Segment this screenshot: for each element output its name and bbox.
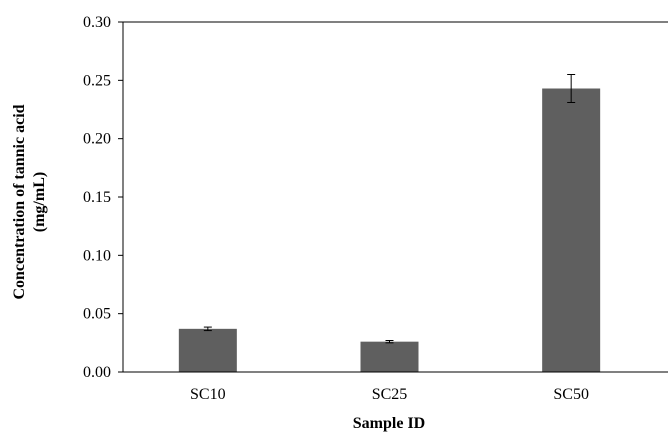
y-tick-label: 0.05: [83, 306, 111, 323]
x-tick-label: SC25: [372, 386, 408, 403]
bar-sc10: [178, 328, 237, 372]
x-tick-label: SC50: [553, 386, 589, 403]
y-tick-label: 0.15: [83, 189, 111, 206]
y-axis-ticks: 0.00 0.05 0.10 0.15 0.20 0.25 0.30: [83, 14, 123, 381]
x-axis-title: Sample ID: [353, 415, 425, 432]
x-axis-ticks: SC10 SC25 SC50: [190, 386, 589, 403]
y-axis-title-line-2: (mg/mL): [31, 172, 48, 232]
x-tick-label: SC10: [190, 386, 226, 403]
bars: [178, 88, 601, 372]
bar-sc25: [360, 341, 419, 372]
y-tick-label: 0.25: [83, 72, 111, 89]
y-tick-label: 0.20: [83, 131, 111, 148]
bar-sc50: [542, 88, 601, 372]
error-bars: [203, 74, 576, 344]
y-tick-label: 0.30: [83, 14, 111, 31]
y-axis-title-line-1: Concentration of tannic acid: [11, 104, 28, 299]
y-tick-label: 0.00: [83, 364, 111, 381]
y-tick-label: 0.10: [83, 247, 111, 264]
